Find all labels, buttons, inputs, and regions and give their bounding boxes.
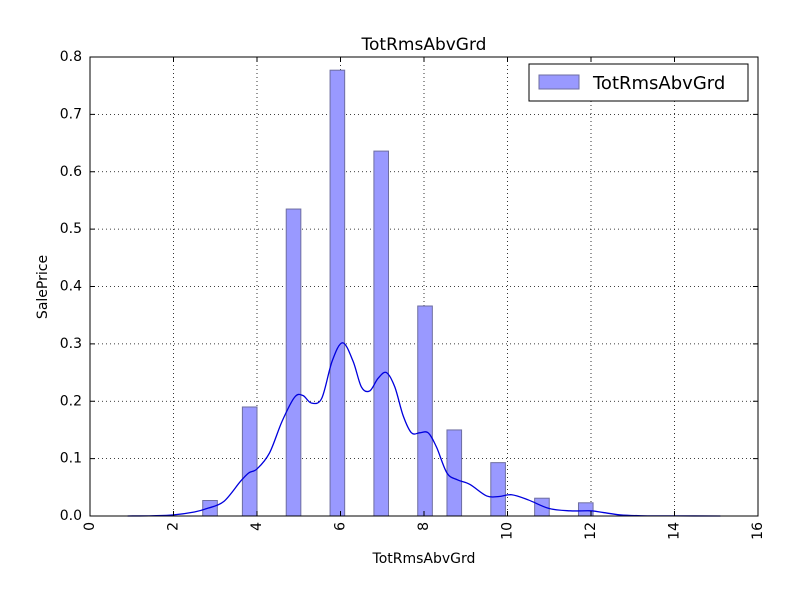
histogram-bar <box>490 462 506 517</box>
y-tick-label: 0.3 <box>60 336 82 352</box>
histogram-bar <box>417 305 433 517</box>
x-tick-label: 2 <box>166 522 182 531</box>
kde-series-line <box>127 342 721 517</box>
y-tick-label: 0.7 <box>60 106 82 122</box>
histogram-bar <box>241 406 258 517</box>
x-tick-label: 8 <box>416 522 432 531</box>
chart-title: TotRmsAbvGrd <box>361 35 487 55</box>
y-axis-label: SalePrice <box>35 255 51 319</box>
y-tick-label: 0.1 <box>60 451 82 467</box>
legend-entry-label: TotRmsAbvGrd <box>592 73 725 94</box>
y-tick-label: 0.0 <box>60 508 82 524</box>
legend: TotRmsAbvGrd <box>528 63 749 102</box>
histogram-bar <box>373 150 390 517</box>
x-tick-label: 4 <box>249 522 265 531</box>
histogram-bar <box>285 208 302 517</box>
x-tick-label: 6 <box>333 522 349 531</box>
legend-swatch <box>538 74 580 90</box>
x-tick-label: 10 <box>500 522 516 540</box>
bars-layer <box>202 69 594 517</box>
y-tick-label: 0.8 <box>60 49 82 65</box>
axis-ticks: 0 2 4 6 8 10 12 14 16 0.0 0.1 0.2 0.3 0.4 0.5 0.6 0.7 0.8 <box>60 49 766 540</box>
y-tick-label: 0.4 <box>60 279 82 295</box>
y-tick-label: 0.5 <box>60 221 82 237</box>
histogram-bar <box>534 497 550 517</box>
x-axis-label: TotRmsAbvGrd <box>372 551 476 567</box>
x-tick-label: 12 <box>583 522 599 540</box>
histogram-bar <box>446 429 463 517</box>
x-tick-label: 0 <box>82 522 98 531</box>
y-tick-label: 0.2 <box>60 393 82 409</box>
y-tick-label: 0.6 <box>60 164 82 180</box>
x-tick-label: 16 <box>750 522 766 540</box>
histogram-bar <box>329 69 346 517</box>
x-tick-label: 14 <box>667 522 683 540</box>
